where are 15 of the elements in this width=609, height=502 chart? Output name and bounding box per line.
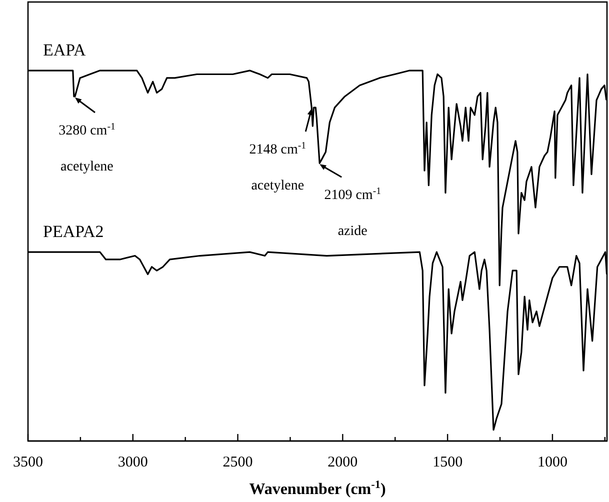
series-label: PEAPA2 bbox=[43, 222, 104, 242]
annotation: azide bbox=[338, 224, 368, 240]
annotation: acetylene bbox=[60, 159, 114, 174]
x-tick-label: 3500 bbox=[13, 454, 43, 471]
annotation: 2148 cm$^{-1}$ bbox=[249, 140, 306, 158]
x-axis-title: Wavenumber (cm$^{-1}$) bbox=[249, 479, 386, 498]
series-label: EAPA bbox=[43, 40, 87, 60]
x-tick-label: 1500 bbox=[432, 454, 463, 471]
x-tick-label: 3000 bbox=[118, 454, 148, 471]
x-tick-label: 2000 bbox=[328, 454, 358, 471]
annotation: 3280 cm$^{-1}$ bbox=[58, 120, 116, 138]
x-tick-label: 1000 bbox=[537, 454, 568, 471]
annotation: 2109 cm$^{-1}$ bbox=[324, 186, 382, 204]
x-tick-label: 2500 bbox=[222, 454, 253, 471]
annotation: acetylene bbox=[251, 178, 304, 194]
